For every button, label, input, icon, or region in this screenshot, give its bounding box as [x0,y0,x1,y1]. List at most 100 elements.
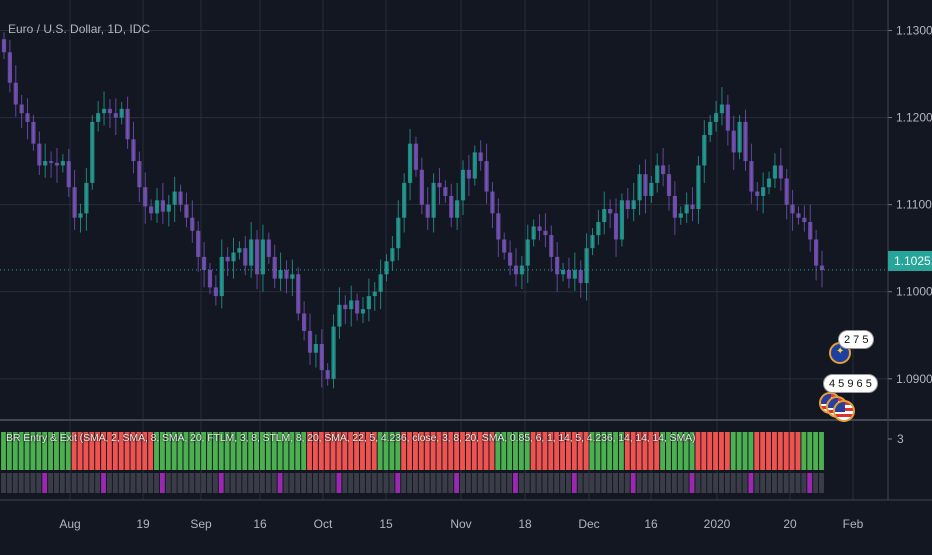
candle-body [419,169,424,205]
candle-body [190,217,195,231]
indicator-marker [483,473,489,493]
indicator-bar [259,432,265,470]
indicator-bar [548,432,554,470]
candle-body [207,269,213,288]
indicator-marker [383,473,389,493]
candle-body [384,261,389,275]
candle-body [684,204,689,214]
indicator-bar [289,432,295,470]
candle-body [637,174,642,201]
indicator-marker [507,473,513,493]
indicator-bar [218,432,224,470]
indicator-bar [207,432,212,470]
indicator-marker [801,473,807,493]
indicator-marker [242,473,248,493]
indicator-marker [524,473,530,493]
indicator-bar [283,432,289,470]
indicator-bar [236,432,242,470]
indicator-bar [595,432,601,470]
indicator-marker [577,473,583,493]
indicator-marker [777,473,783,493]
indicator-marker [277,473,283,493]
indicator-bar [230,432,236,470]
indicator-marker [430,473,436,493]
indicator-bar [95,432,101,470]
indicator-bar [719,432,724,470]
indicator-marker [560,473,566,493]
indicator-bar [301,432,307,470]
indicator-bar [224,432,230,470]
time-axis-label: Oct [314,517,333,531]
candle-body [107,108,113,114]
us-events-count[interactable]: 4 5 9 6 5 [823,374,878,393]
indicator-bar [330,432,336,470]
indicator-marker [95,473,101,493]
indicator-marker [771,473,777,493]
price-axis-label: 1.09000 [896,372,932,386]
indicator-bar [630,432,636,470]
indicator-bar [201,432,207,470]
indicator-marker [159,473,165,493]
indicator-marker [124,473,130,493]
indicator-marker [630,473,636,493]
candle-body [625,200,630,209]
indicator-marker [813,473,819,493]
indicator-marker [407,473,412,493]
candle-body [37,143,42,166]
indicator-bar [212,432,218,470]
indicator-bar [277,432,283,470]
indicator-marker [307,473,312,493]
indicator-bar [413,432,418,470]
candle-body [566,269,572,279]
indicator-marker [707,473,713,493]
candle-body [761,187,766,196]
indicator-marker [413,473,418,493]
indicator-bar [265,432,271,470]
indicator-bar [65,432,71,470]
candle-body [543,230,548,236]
indicator-label[interactable]: BR Entry & Exit (SMA, 2, SMA, 8, SMA, 20… [6,432,696,444]
indicator-marker [613,473,618,493]
indicator-bar [101,432,106,470]
indicator-bar [677,432,683,470]
indicator-bar [448,432,454,470]
indicator-bar [142,432,148,470]
candle-body [602,209,607,223]
eu-events-count[interactable]: 2 7 5 [838,330,875,349]
candle-body [313,343,319,353]
indicator-bar [54,432,59,470]
indicator-marker [212,473,218,493]
candle-body [60,161,65,166]
indicator-bar [501,432,507,470]
candle-body [19,104,24,114]
indicator-marker [142,473,148,493]
indicator-bar [30,432,36,470]
candle-body [31,121,36,144]
candle-body [407,143,413,183]
indicator-marker [230,473,236,493]
candle-body [755,191,760,196]
indicator-bar [165,432,171,470]
indicator-marker [583,473,589,493]
candle-body [360,309,366,314]
indicator-bar [377,432,383,470]
time-axis-label: Sep [190,517,212,531]
indicator-bar [354,432,360,470]
candle-body [490,191,495,214]
candle-body [790,204,795,214]
indicator-marker [130,473,136,493]
indicator-marker [342,473,348,493]
indicator-marker [448,473,454,493]
indicator-marker [77,473,83,493]
indicator-bar [336,432,342,470]
time-axis-label: Feb [843,517,864,531]
indicator-bar [159,432,165,470]
indicator-bar [171,432,177,470]
candle-body [266,239,271,257]
symbol-title[interactable]: Euro / U.S. Dollar, 1D, IDC [8,22,151,36]
indicator-bar [618,432,624,470]
indicator-marker [42,473,48,493]
indicator-marker [36,473,42,493]
